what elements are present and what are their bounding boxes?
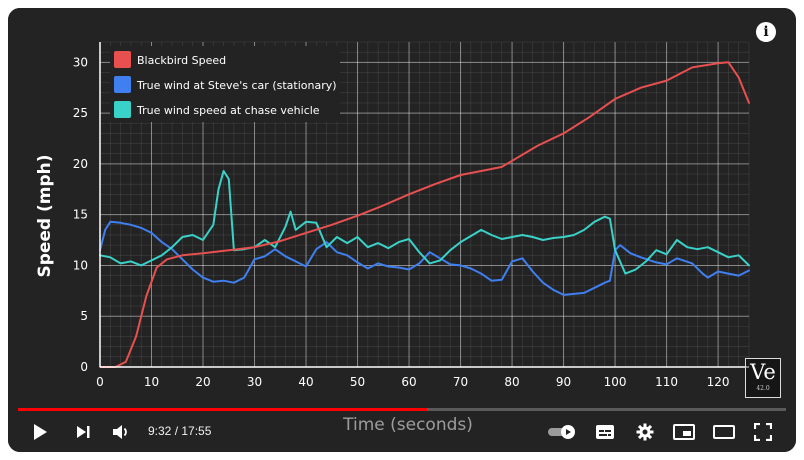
time-display: 9:32 / 17:55 (148, 424, 211, 438)
x-tick-label: 100 (604, 375, 627, 389)
logo-text: Ve (750, 360, 776, 384)
chart-axes (99, 42, 749, 368)
volume-icon (113, 425, 127, 439)
x-tick-label: 20 (195, 375, 210, 389)
next-icon (77, 426, 90, 438)
legend-swatch-blackbird (114, 51, 131, 68)
miniplayer-button[interactable] (668, 412, 700, 452)
play-button[interactable] (24, 412, 56, 452)
y-tick-label: 0 (80, 360, 88, 374)
fullscreen-button[interactable] (748, 412, 778, 452)
legend-swatch-steve-car (114, 76, 131, 93)
settings-button[interactable] (630, 412, 660, 452)
legend-background (110, 46, 340, 122)
y-tick-label: 25 (73, 106, 88, 120)
video-player[interactable]: 0 10 20 30 40 50 60 70 80 90 100 110 120 0 5 10 15 20 25 3… (8, 8, 796, 452)
x-tick-label: 70 (453, 375, 468, 389)
theater-button[interactable] (708, 412, 740, 452)
y-tick-label: 5 (80, 309, 88, 323)
x-tick-label: 30 (247, 375, 262, 389)
x-tick-label: 110 (655, 375, 678, 389)
y-tick-label: 30 (73, 55, 88, 69)
progress-bar[interactable] (18, 408, 786, 411)
y-tick-label: 15 (73, 208, 88, 222)
autoplay-toggle-icon (548, 425, 575, 439)
subtitles-button[interactable] (590, 412, 620, 452)
miniplayer-icon (673, 424, 695, 440)
play-icon (34, 424, 47, 440)
video-frame-chart: 0 10 20 30 40 50 60 70 80 90 100 110 120 0 5 10 15 20 25 3… (8, 8, 796, 452)
subtitles-icon (596, 425, 614, 439)
autoplay-toggle[interactable] (544, 412, 580, 452)
info-icon[interactable]: i (756, 22, 776, 42)
legend-label-blackbird: Blackbird Speed (137, 54, 226, 67)
x-tick-label: 50 (350, 375, 365, 389)
veritasium-logo: Ve 42.0 (745, 358, 781, 398)
x-tick-label: 60 (401, 375, 416, 389)
x-tick-label: 80 (504, 375, 519, 389)
chart-legend: Blackbird Speed True wind at Steve's car… (110, 46, 340, 122)
next-button[interactable] (68, 412, 98, 452)
x-axis-label: Time (seconds) (342, 415, 473, 435)
x-tick-labels: 0 10 20 30 40 50 60 70 80 90 100 110 120 (96, 375, 729, 389)
fullscreen-icon (754, 423, 772, 441)
legend-swatch-chase-vehicle (114, 101, 131, 118)
series-line-blackbird (99, 61, 750, 368)
x-tick-label: 0 (96, 375, 104, 389)
x-tick-label: 40 (298, 375, 313, 389)
theater-icon (713, 425, 735, 439)
legend-label-steve-car: True wind at Steve's car (stationary) (136, 79, 337, 92)
chart-series-group (99, 61, 750, 368)
volume-button[interactable] (106, 412, 136, 452)
y-tick-label: 10 (73, 258, 88, 272)
y-axis-label: Speed (mph) (35, 154, 55, 277)
time-current: 9:32 (148, 424, 172, 438)
time-total: 17:55 (181, 424, 212, 438)
logo-subtext: 42.0 (756, 385, 770, 392)
x-tick-label: 90 (556, 375, 571, 389)
player-controls: 9:32 / 17:55 (8, 412, 796, 452)
progress-played (18, 408, 427, 411)
y-tick-label: 20 (73, 157, 88, 171)
time-separator: / (171, 424, 182, 438)
x-tick-label: 10 (144, 375, 159, 389)
x-tick-label: 120 (707, 375, 730, 389)
series-line-chase-vehicle (99, 170, 750, 275)
legend-label-chase-vehicle: True wind speed at chase vehicle (136, 104, 320, 117)
gear-icon (636, 423, 654, 441)
y-tick-labels: 0 5 10 15 20 25 30 (73, 55, 88, 374)
